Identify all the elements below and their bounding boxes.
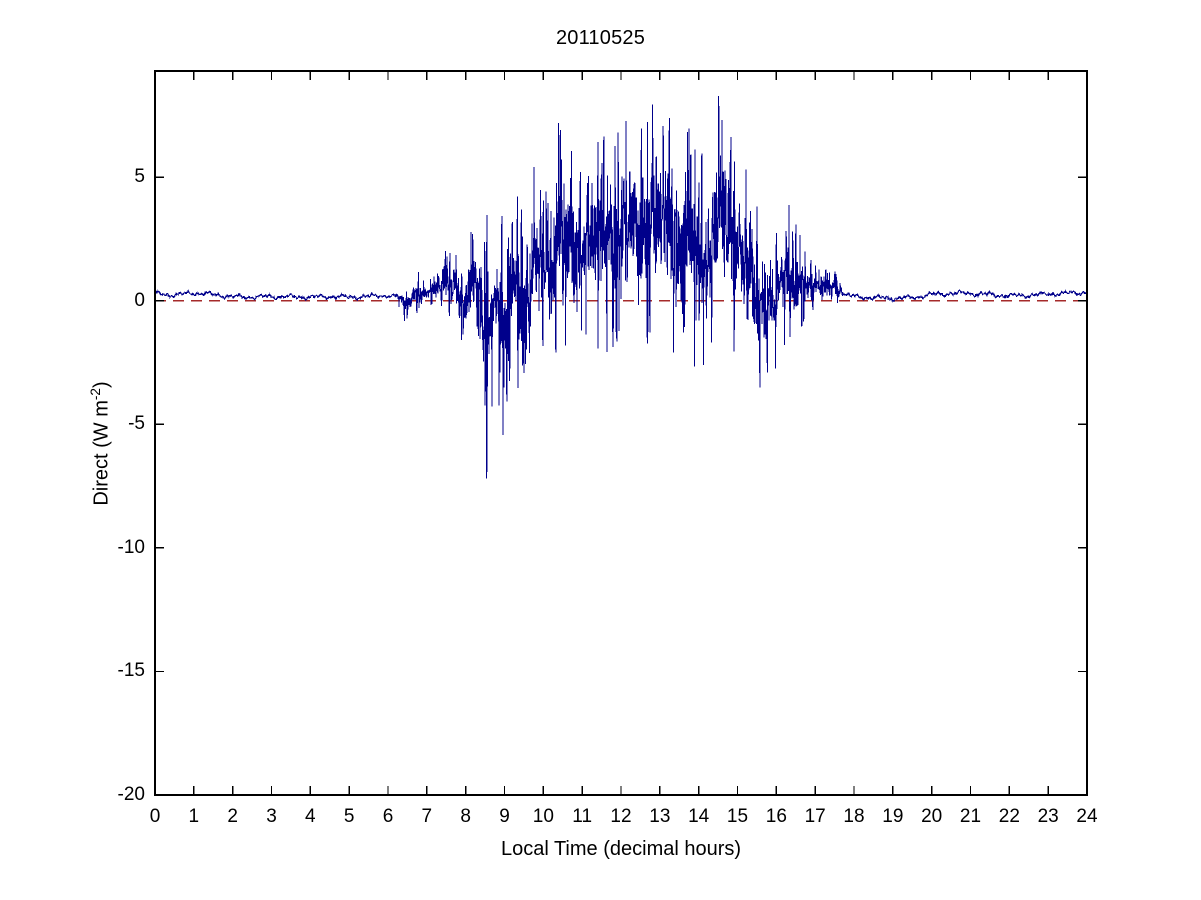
y-tick-label: 5	[134, 166, 145, 188]
y-tick-label: -15	[117, 660, 145, 682]
x-tick-label: 15	[726, 806, 749, 827]
x-tick-label: 18	[843, 806, 865, 827]
x-tick-label: 17	[804, 806, 826, 827]
x-tick-label: 23	[1037, 806, 1059, 827]
x-tick-label: 14	[688, 806, 710, 827]
x-tick-label: 12	[610, 806, 632, 827]
x-tick-label: 13	[649, 806, 671, 827]
data-series-direct	[155, 96, 1087, 479]
x-tick-label: 5	[343, 806, 355, 827]
x-tick-label: 6	[382, 806, 394, 827]
chart-title: 20110525	[555, 27, 646, 49]
x-tick-label: 16	[765, 806, 787, 827]
y-axis-label-suffix: )	[90, 381, 113, 389]
y-tick-label: -20	[117, 784, 145, 805]
x-tick-label: 10	[532, 806, 554, 827]
x-tick-label: 11	[572, 806, 593, 827]
y-tick-label: 0	[134, 289, 145, 311]
x-tick-label: 21	[959, 806, 982, 827]
x-tick-label: 3	[266, 806, 277, 827]
x-tick-label: 20	[921, 806, 943, 827]
x-tick-label: 9	[499, 806, 510, 827]
x-tick-label: 19	[882, 806, 904, 827]
x-tick-label: 7	[421, 806, 433, 827]
x-tick-label: 0	[149, 806, 161, 827]
x-tick-label: 4	[305, 806, 316, 827]
x-axis-label: Local Time (decimal hours)	[500, 838, 742, 860]
y-axis-label-exponent: -2	[87, 388, 103, 401]
x-tick-label: 24	[1076, 806, 1098, 827]
x-tick-label: 2	[227, 806, 238, 827]
x-tick-label: 8	[460, 806, 471, 827]
axes-box	[154, 70, 1088, 796]
y-axis-label: Direct (W m-2)	[87, 324, 114, 564]
y-tick-label: -5	[128, 413, 145, 435]
y-tick-label: -10	[117, 536, 145, 558]
x-tick-label: 1	[188, 806, 200, 827]
x-tick-label: 22	[998, 806, 1020, 827]
